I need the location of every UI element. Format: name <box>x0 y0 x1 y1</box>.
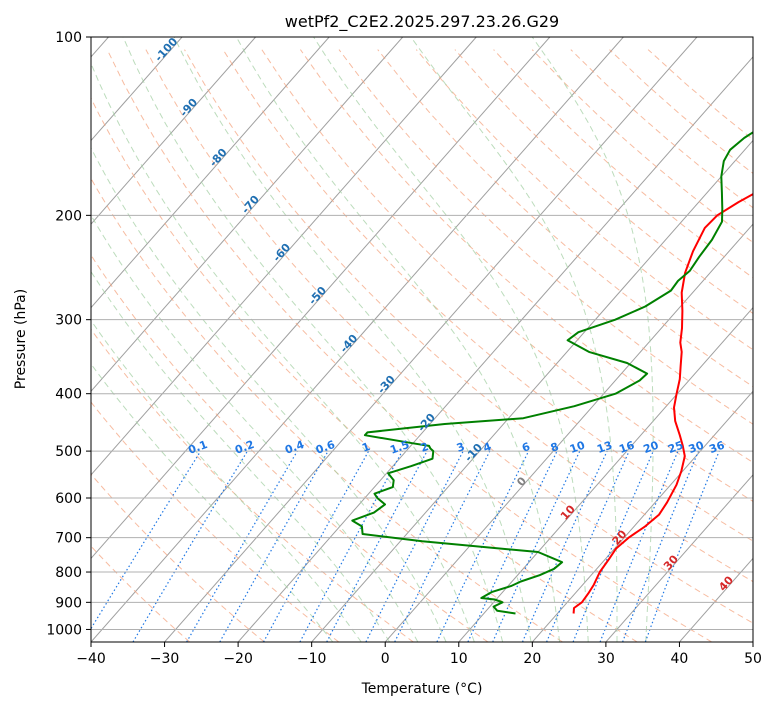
dry-adiabat-line <box>91 254 489 642</box>
dry-adiabat-line <box>91 177 563 642</box>
mixing-ratio-line <box>394 450 491 642</box>
moist-adiabat-line <box>91 62 475 642</box>
dry-adiabat-line <box>184 49 753 583</box>
x-tick-label: −40 <box>76 651 106 667</box>
mixing-ratio-line <box>299 450 403 642</box>
isotherm-line <box>91 37 624 642</box>
dry-adiabat-line <box>91 545 191 642</box>
x-tick-label: −20 <box>223 651 253 667</box>
mixing-ratio-label: 6 <box>520 440 532 455</box>
x-tick-label: 50 <box>744 651 762 667</box>
mixing-ratio-line <box>262 450 370 642</box>
series-lines <box>351 131 753 615</box>
x-axis-label: Temperature (°C) <box>361 681 483 697</box>
moist-adiabat-line <box>91 363 334 642</box>
y-tick-label: 1000 <box>46 622 82 638</box>
mixing-ratio-label: 0.4 <box>283 438 306 457</box>
y-tick-label: 800 <box>55 565 82 581</box>
dry-adiabat-line <box>91 473 265 642</box>
dry-adiabat-line <box>91 401 340 642</box>
moist-adiabat-line <box>313 37 589 642</box>
moist-adiabat-line <box>91 214 419 642</box>
x-tick-label: 40 <box>671 651 689 667</box>
mixing-ratio-label: 1.5 <box>388 438 411 457</box>
x-tick-label: 0 <box>381 651 390 667</box>
y-tick-label: 100 <box>55 30 82 46</box>
dry-adiabat-line <box>261 49 753 502</box>
mixing-ratio-line <box>599 450 679 642</box>
mixing-ratio-line <box>91 450 202 630</box>
dry-adiabat-line <box>106 49 713 642</box>
pressure-grid <box>91 37 753 630</box>
mixing-ratio-label: 16 <box>617 439 636 457</box>
x-tick-label: −10 <box>297 651 327 667</box>
temperature-profile-line <box>572 193 753 614</box>
moist-adiabat-line <box>235 37 561 642</box>
background-lines <box>91 37 753 642</box>
y-axis-label: Pressure (hPa) <box>13 289 29 389</box>
y-tick-label: 900 <box>55 595 82 611</box>
x-tick-label: 20 <box>523 651 541 667</box>
isotherm-line <box>237 56 753 642</box>
mixing-ratio-label: 3 <box>455 440 467 455</box>
isotherm-line <box>91 37 404 392</box>
x-tick-label: −30 <box>150 651 180 667</box>
mixing-ratio-label: 8 <box>549 440 561 455</box>
isotherm-line <box>605 474 753 642</box>
mixing-ratio-line <box>644 450 720 642</box>
isotherm-line <box>164 37 698 642</box>
mixing-ratio-label: 4 <box>481 440 493 455</box>
mixing-ratio-label: 10 <box>568 439 587 457</box>
mixing-ratio-line <box>521 450 608 642</box>
isotherm-line <box>91 37 256 225</box>
moist-adiabat-line <box>91 319 362 642</box>
x-tick-label: 30 <box>597 651 615 667</box>
y-tick-label: 400 <box>55 387 82 403</box>
mixing-ratio-label: 36 <box>708 439 727 457</box>
x-axis-ticks: −40 −30 −20 −10 0 10 20 30 40 50 <box>76 642 762 667</box>
y-tick-label: 200 <box>55 208 82 224</box>
mixing-ratio-line <box>622 450 700 642</box>
mixing-ratio-label: 30 <box>687 439 706 457</box>
dry-adiabat-line <box>222 49 753 542</box>
moist-adiabat-line <box>91 270 391 642</box>
mixing-ratio-line <box>546 450 630 642</box>
dry-adiabat-line <box>145 49 753 624</box>
y-tick-label: 300 <box>55 313 82 329</box>
y-axis-ticks: 100 200 300 400 500 600 700 800 900 1000 <box>46 30 91 638</box>
isotherm-line <box>531 390 753 642</box>
dry-adiabat-line <box>454 49 753 315</box>
dewpoint-profile-line <box>351 131 753 615</box>
mixing-ratio-label: 0.2 <box>233 438 256 457</box>
isotherm-line <box>91 37 183 142</box>
mixing-ratio-label: 20 <box>642 439 661 457</box>
isotherm-line <box>458 306 753 642</box>
moist-adiabat-line <box>173 37 532 642</box>
mixing-ratio-label: 0.1 <box>186 438 209 457</box>
mixing-ratio-label: 13 <box>595 439 614 456</box>
isotherm-line <box>384 223 753 642</box>
plot-frame <box>90 36 754 643</box>
isotherm-line <box>752 641 753 642</box>
isotherm-line <box>91 37 477 476</box>
mixing-ratio-label: 1 <box>360 440 372 455</box>
x-tick-label: 10 <box>450 651 468 667</box>
isotherm-line <box>91 37 551 560</box>
mixing-ratio-label: 0.6 <box>314 438 337 457</box>
y-tick-label: 500 <box>55 444 82 460</box>
mixing-ratio-label: 2 <box>419 440 431 455</box>
y-tick-label: 600 <box>55 491 82 507</box>
y-tick-label: 700 <box>55 531 82 547</box>
isotherm-line <box>91 37 330 309</box>
moist-adiabat-line <box>531 37 654 642</box>
mixing-ratio-label: 25 <box>666 439 685 456</box>
chart-title: wetPf2_C2E2.2025.297.23.26.G29 <box>285 12 559 32</box>
